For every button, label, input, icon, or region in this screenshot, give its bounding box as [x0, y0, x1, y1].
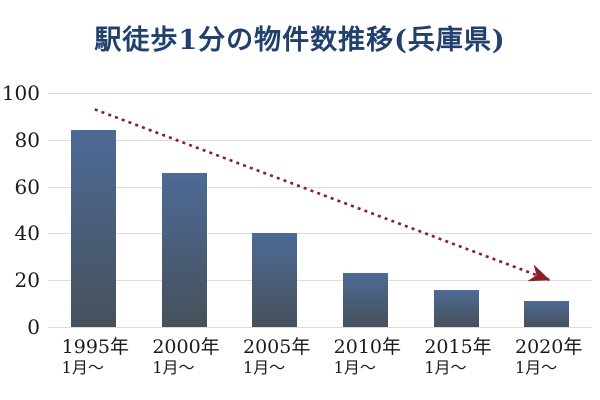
- x-tick-year: 1995年: [61, 336, 130, 358]
- y-tick-label-80: 80: [14, 127, 40, 152]
- gridline-y-60: [48, 186, 592, 188]
- bar-2020年: [524, 301, 570, 327]
- gridline-y-20: [48, 280, 592, 282]
- x-tick-sub: 1月～: [242, 358, 286, 377]
- gridline-y-40: [48, 233, 592, 235]
- x-tick-sub: 1月～: [61, 358, 104, 377]
- bar-1995年: [70, 130, 116, 327]
- gridline-y-80: [48, 139, 592, 141]
- x-tick-sub: 1月～: [514, 358, 558, 377]
- x-tick-year: 2015年: [424, 336, 492, 358]
- x-tick-label-2020年: 2020年 1月～: [515, 336, 582, 377]
- y-tick-label-40: 40: [14, 221, 40, 246]
- x-tick-year: 2005年: [242, 336, 311, 358]
- x-tick-year: 2020年: [514, 336, 583, 358]
- x-tick-label-2000年: 2000年 1月～: [152, 336, 219, 377]
- chart-title: 駅徒歩1分の物件数推移(兵庫県): [94, 25, 506, 56]
- bar-2000年: [161, 172, 207, 327]
- gridline-y-100: [48, 93, 592, 94]
- x-tick-sub: 1月～: [152, 358, 195, 377]
- y-tick-label-0: 0: [27, 315, 40, 339]
- x-tick-sub: 1月～: [333, 358, 376, 377]
- x-tick-label-2005年: 2005年 1月～: [243, 336, 310, 377]
- bar-2015年: [433, 289, 479, 327]
- y-tick-label-20: 20: [14, 268, 40, 293]
- bar-2005年: [252, 233, 298, 327]
- x-tick-label-2010年: 2010年 1月～: [334, 336, 401, 377]
- x-tick-label-2015年: 2015年 1月～: [424, 336, 491, 377]
- x-tick-label-1995年: 1995年 1月～: [62, 336, 129, 377]
- y-tick-label-100: 100: [1, 81, 40, 105]
- x-tick-year: 2010年: [333, 336, 402, 358]
- gridline-y-0: [48, 327, 592, 328]
- plot-area: [48, 93, 592, 328]
- x-tick-sub: 1月～: [424, 358, 467, 377]
- x-tick-year: 2000年: [152, 336, 220, 358]
- y-tick-label-60: 60: [14, 174, 40, 199]
- bar-2010年: [342, 273, 388, 327]
